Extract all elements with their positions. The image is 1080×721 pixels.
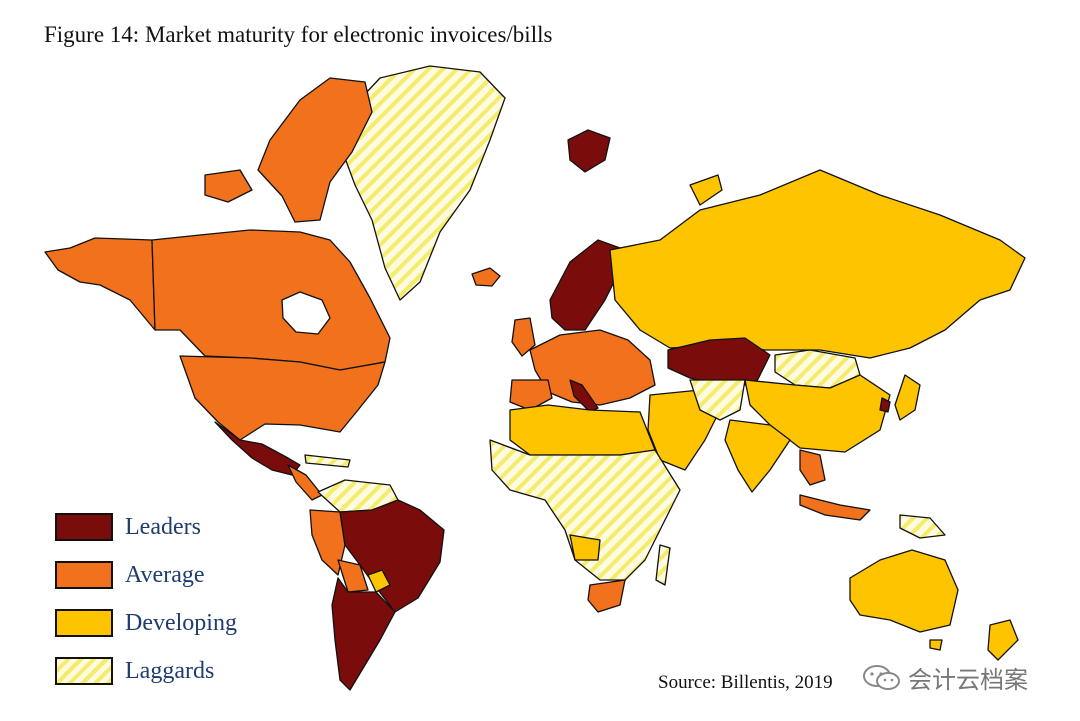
region-central-america [287, 464, 323, 501]
region-sub-saharan-africa [489, 439, 681, 581]
region-india [724, 419, 791, 493]
region-arctic-islands [257, 77, 373, 223]
region-indonesia [799, 494, 871, 521]
region-argentina-chile [331, 577, 396, 691]
legend-item-developing: Developing [55, 599, 237, 647]
region-scandinavia [549, 239, 621, 331]
legend-item-leaders: Leaders [55, 503, 237, 551]
legend-label-laggards: Laggards [125, 657, 215, 684]
watermark: 会计云档案 [862, 660, 1028, 695]
legend-swatch-developing [55, 609, 113, 637]
region-iberia [509, 379, 553, 411]
region-new-zealand [987, 619, 1019, 661]
legend-item-laggards: Laggards [55, 647, 237, 695]
region-papua [899, 514, 946, 539]
region-russia [609, 169, 1026, 359]
region-novaya-zemlya [689, 174, 723, 206]
region-paraguay [367, 569, 391, 593]
legend-swatch-leaders [55, 513, 113, 541]
region-caribbean [304, 454, 351, 468]
region-korea [879, 397, 891, 413]
region-bolivia [337, 559, 369, 593]
legend-label-leaders: Leaders [125, 513, 201, 540]
region-usa [179, 355, 386, 441]
region-australia [849, 549, 959, 633]
region-greenland [341, 65, 506, 301]
legend: Leaders Average Developing Laggards [55, 503, 237, 695]
legend-label-developing: Developing [125, 609, 237, 636]
region-hudson-bay [281, 291, 331, 335]
region-arctic-island-2 [204, 169, 253, 203]
region-brazil [339, 499, 445, 613]
region-japan [894, 374, 921, 421]
map-title: Figure 14: Market maturity for electroni… [44, 22, 553, 47]
region-madagascar [655, 544, 671, 586]
region-alaska [44, 237, 156, 331]
legend-swatch-average [55, 561, 113, 589]
watermark-text: 会计云档案 [908, 666, 1028, 694]
region-africa-developing [569, 534, 601, 561]
region-southeast-asia [799, 449, 826, 486]
legend-label-average: Average [125, 561, 205, 588]
region-svalbard [567, 129, 611, 173]
region-iceland [471, 267, 501, 287]
region-central-asia [689, 379, 746, 421]
legend-item-average: Average [55, 551, 237, 599]
legend-swatch-laggards [55, 657, 113, 685]
source-note: Source: Billentis, 2019 [658, 672, 833, 693]
region-tasmania [929, 639, 943, 651]
region-uk-ireland [511, 317, 536, 357]
region-canada [151, 229, 391, 371]
wechat-icon [863, 664, 900, 690]
region-south-africa [587, 579, 626, 613]
region-north-africa [509, 404, 656, 456]
